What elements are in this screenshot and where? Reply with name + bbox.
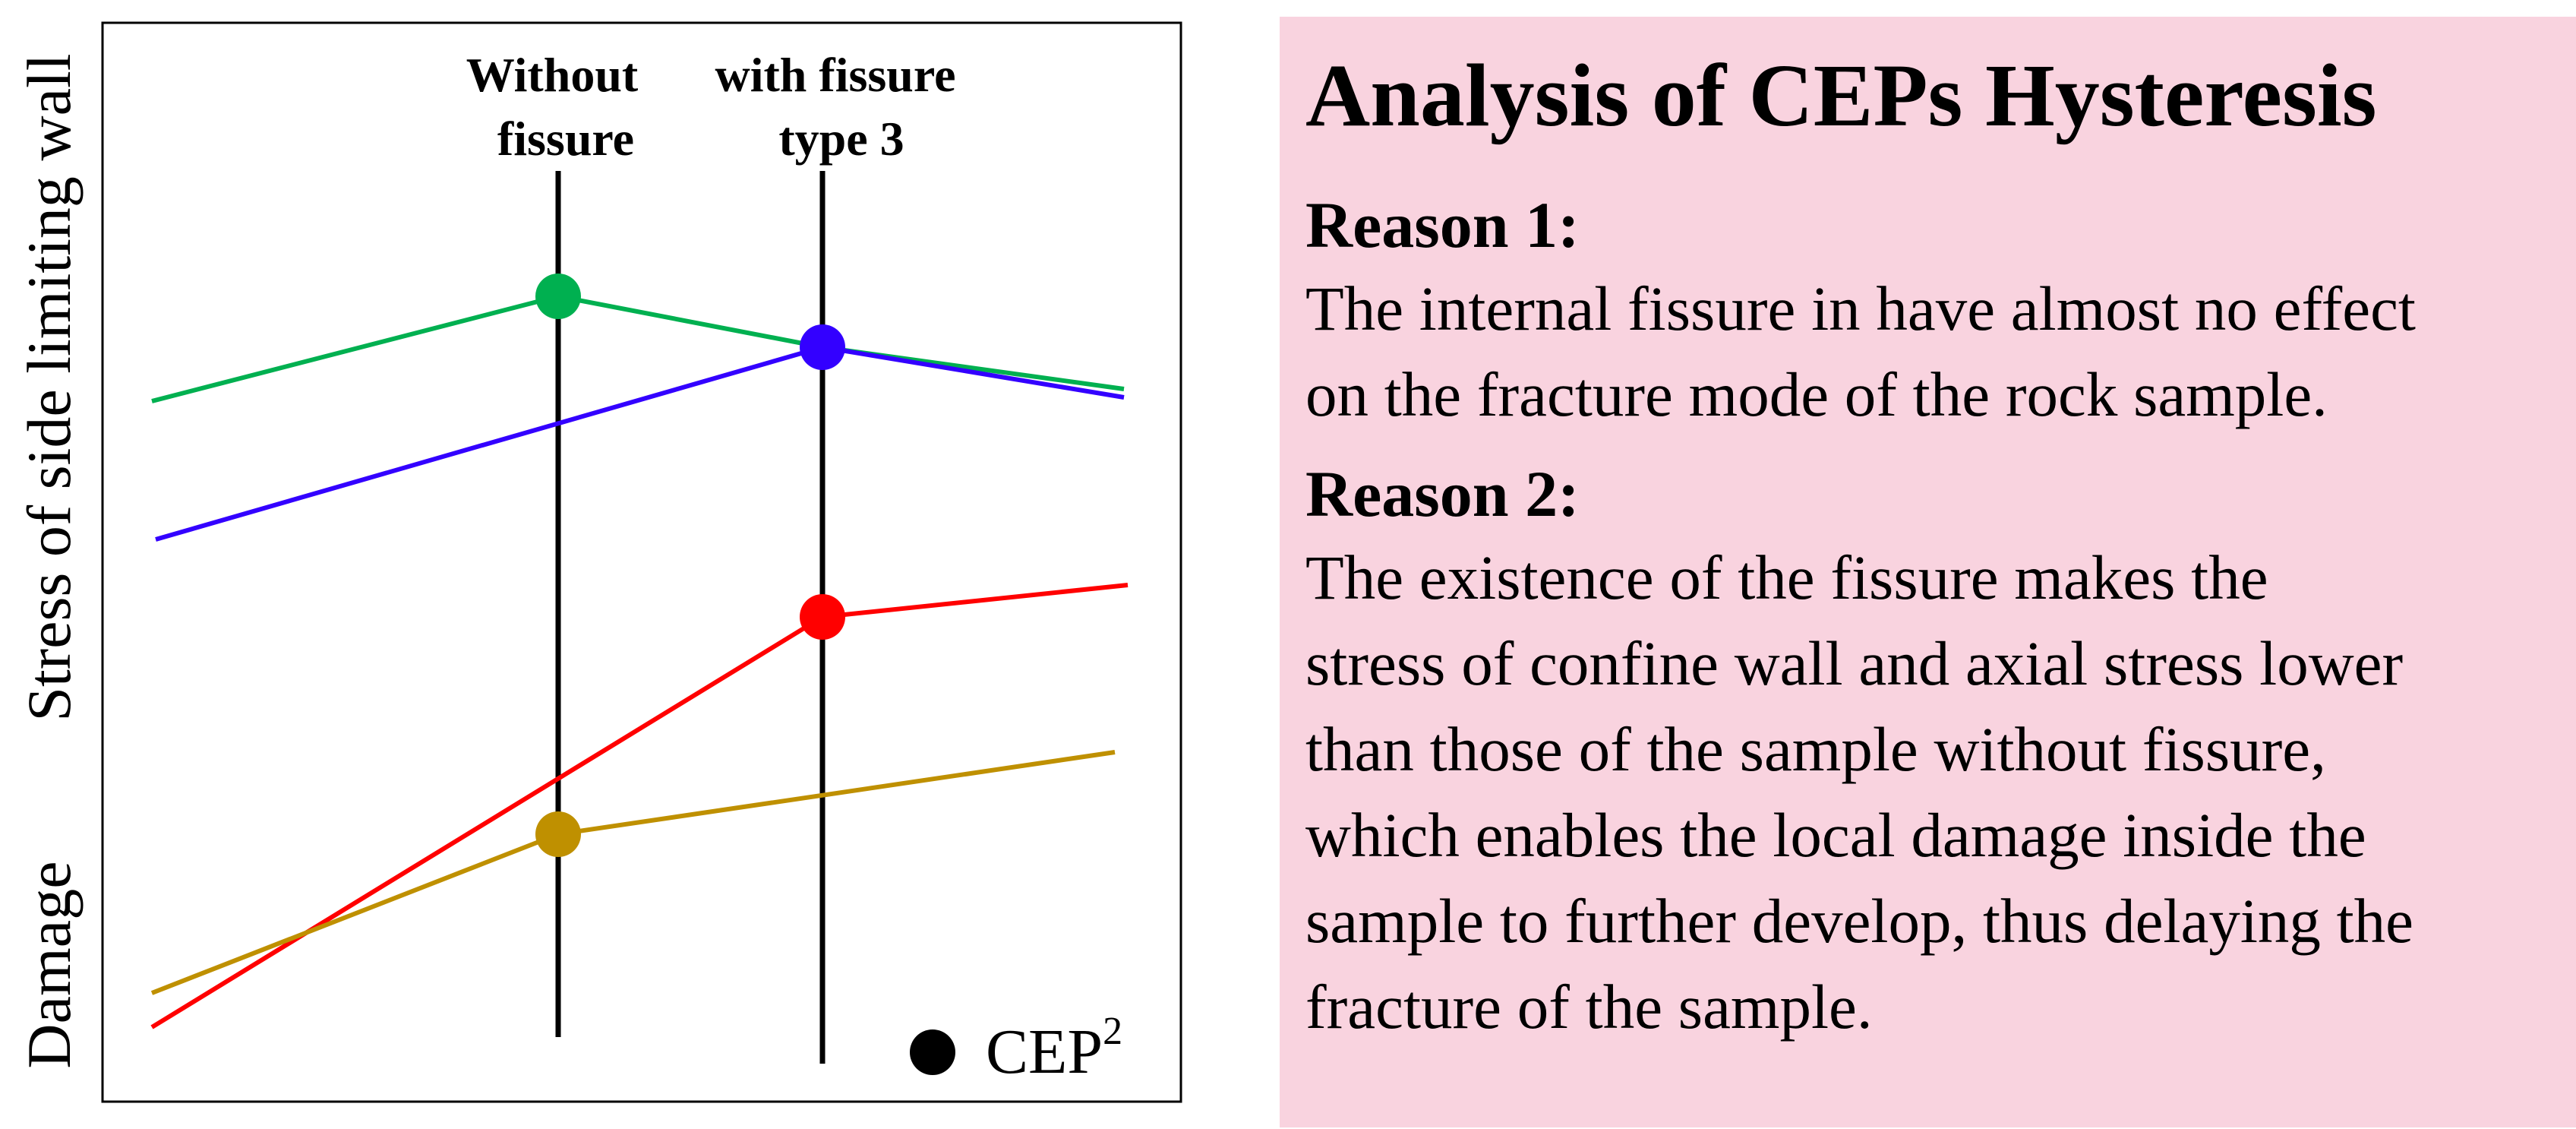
column-label-without-line1: Without <box>466 48 639 102</box>
reason-2-line: fracture of the sample. <box>1305 972 1873 1042</box>
series-line-green <box>151 293 1125 403</box>
reason-2-line: The existence of the fissure makes the <box>1305 542 2268 612</box>
column-label-with-line2: type 3 <box>778 112 904 166</box>
cep-marker-red <box>800 594 845 640</box>
column-label-without-fissure: Without fissure <box>466 48 650 166</box>
legend-label-text: CEP <box>986 1017 1103 1087</box>
legend-label-superscript: 2 <box>1103 1010 1122 1053</box>
reason-1-line: on the fracture mode of the rock sample. <box>1305 359 2328 429</box>
series-line-blue <box>155 344 1125 542</box>
reason-2-heading: Reason 2: <box>1305 457 1580 530</box>
reason-2-line: stress of confine wall and axial stress … <box>1305 628 2404 698</box>
panel-title: Analysis of CEPs Hysteresis <box>1305 46 2377 145</box>
cep-marker-blue <box>800 324 845 370</box>
legend-marker <box>910 1029 955 1075</box>
reason-1-line: The internal fissure in have almost no e… <box>1305 274 2416 343</box>
cep-diagram: Stress of side limiting wall Damage With… <box>14 21 1182 1103</box>
reason-1-text: The internal fissure in have almost no e… <box>1305 266 2576 438</box>
reason-2-line: sample to further develop, thus delaying… <box>1305 886 2414 956</box>
cep-marker-green <box>535 274 581 319</box>
y-axis-label-stress: Stress of side limiting wall <box>14 53 84 721</box>
reason-1-heading: Reason 1: <box>1305 188 1580 261</box>
reason-2-text: The existence of the fissure makes the s… <box>1305 535 2576 1050</box>
plot-frame <box>101 21 1182 1103</box>
legend-label: CEP2 <box>986 1010 1122 1087</box>
series-line-gold <box>150 750 1116 995</box>
column-label-without-line2: fissure <box>497 112 634 166</box>
analysis-panel: Analysis of CEPs Hysteresis Reason 1: Th… <box>1280 17 2576 1127</box>
cep-marker-gold <box>535 811 581 857</box>
series-line-red <box>150 583 1129 1029</box>
reason-2-line: than those of the sample without fissure… <box>1305 714 2326 784</box>
column-label-with-fissure-type3: with fissure type 3 <box>715 48 968 166</box>
column-label-with-line1: with fissure <box>715 48 955 102</box>
y-axis-label-damage: Damage <box>14 861 84 1068</box>
reason-2-line: which enables the local damage inside th… <box>1305 800 2366 870</box>
